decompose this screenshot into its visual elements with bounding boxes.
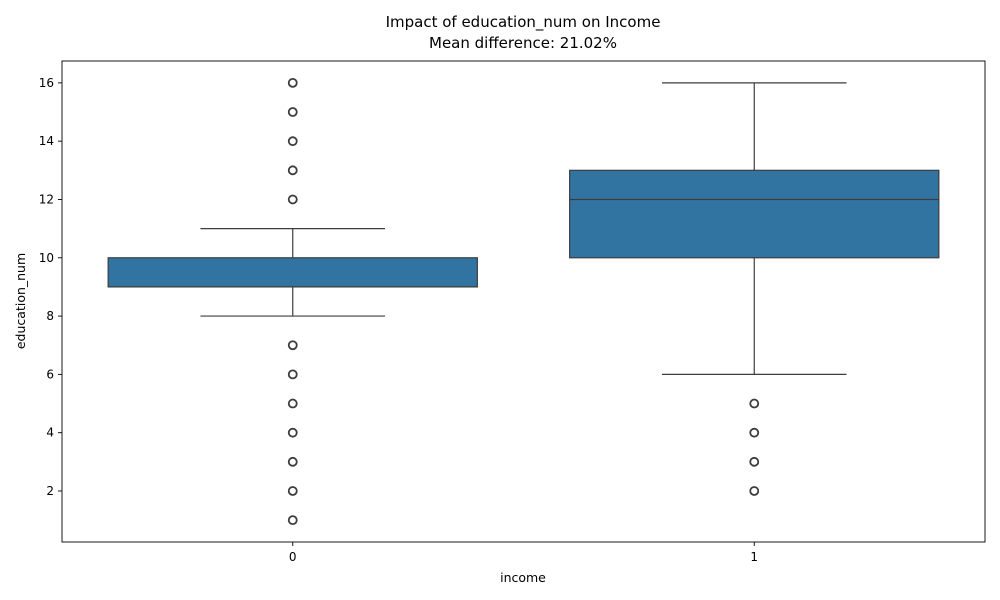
y-tick-label: 4 [46, 426, 54, 440]
outlier-point [287, 340, 298, 351]
y-axis-label: education_num [13, 253, 28, 349]
outlier-point [287, 194, 298, 205]
outlier-point [749, 427, 760, 438]
y-tick-label: 16 [39, 76, 54, 90]
chart-title: Impact of education_num on Income [386, 13, 661, 32]
box-group-1 [569, 82, 940, 496]
outlier-point [287, 427, 298, 438]
outlier-point [287, 486, 298, 496]
box-iqr [107, 257, 478, 288]
outlier-point [287, 369, 298, 380]
outlier-point [287, 136, 298, 147]
x-tick-label: 1 [750, 550, 758, 564]
y-tick-label: 2 [46, 484, 54, 498]
plot-frame [61, 60, 986, 543]
outlier-point [287, 398, 298, 409]
y-tick-label: 10 [39, 251, 54, 265]
box-iqr [569, 169, 940, 259]
chart-subtitle: Mean difference: 21.02% [429, 34, 617, 52]
y-axis: 2 4 6 8 10 12 14 16 [39, 76, 62, 498]
plot-area [107, 77, 940, 526]
outlier-point [287, 165, 298, 176]
outlier-point [749, 398, 760, 409]
outlier-point [749, 486, 760, 496]
y-tick-label: 12 [39, 192, 54, 206]
y-tick-label: 8 [46, 309, 54, 323]
y-tick-label: 14 [39, 134, 54, 148]
outlier-point [287, 77, 298, 88]
box-group-0 [107, 77, 478, 526]
outlier-point [287, 107, 298, 117]
y-tick-label: 6 [46, 367, 54, 381]
x-tick-label: 0 [289, 550, 297, 564]
x-axis-label: income [500, 570, 546, 585]
outlier-point [287, 456, 298, 467]
outlier-point [287, 515, 298, 526]
outlier-point [749, 456, 760, 467]
